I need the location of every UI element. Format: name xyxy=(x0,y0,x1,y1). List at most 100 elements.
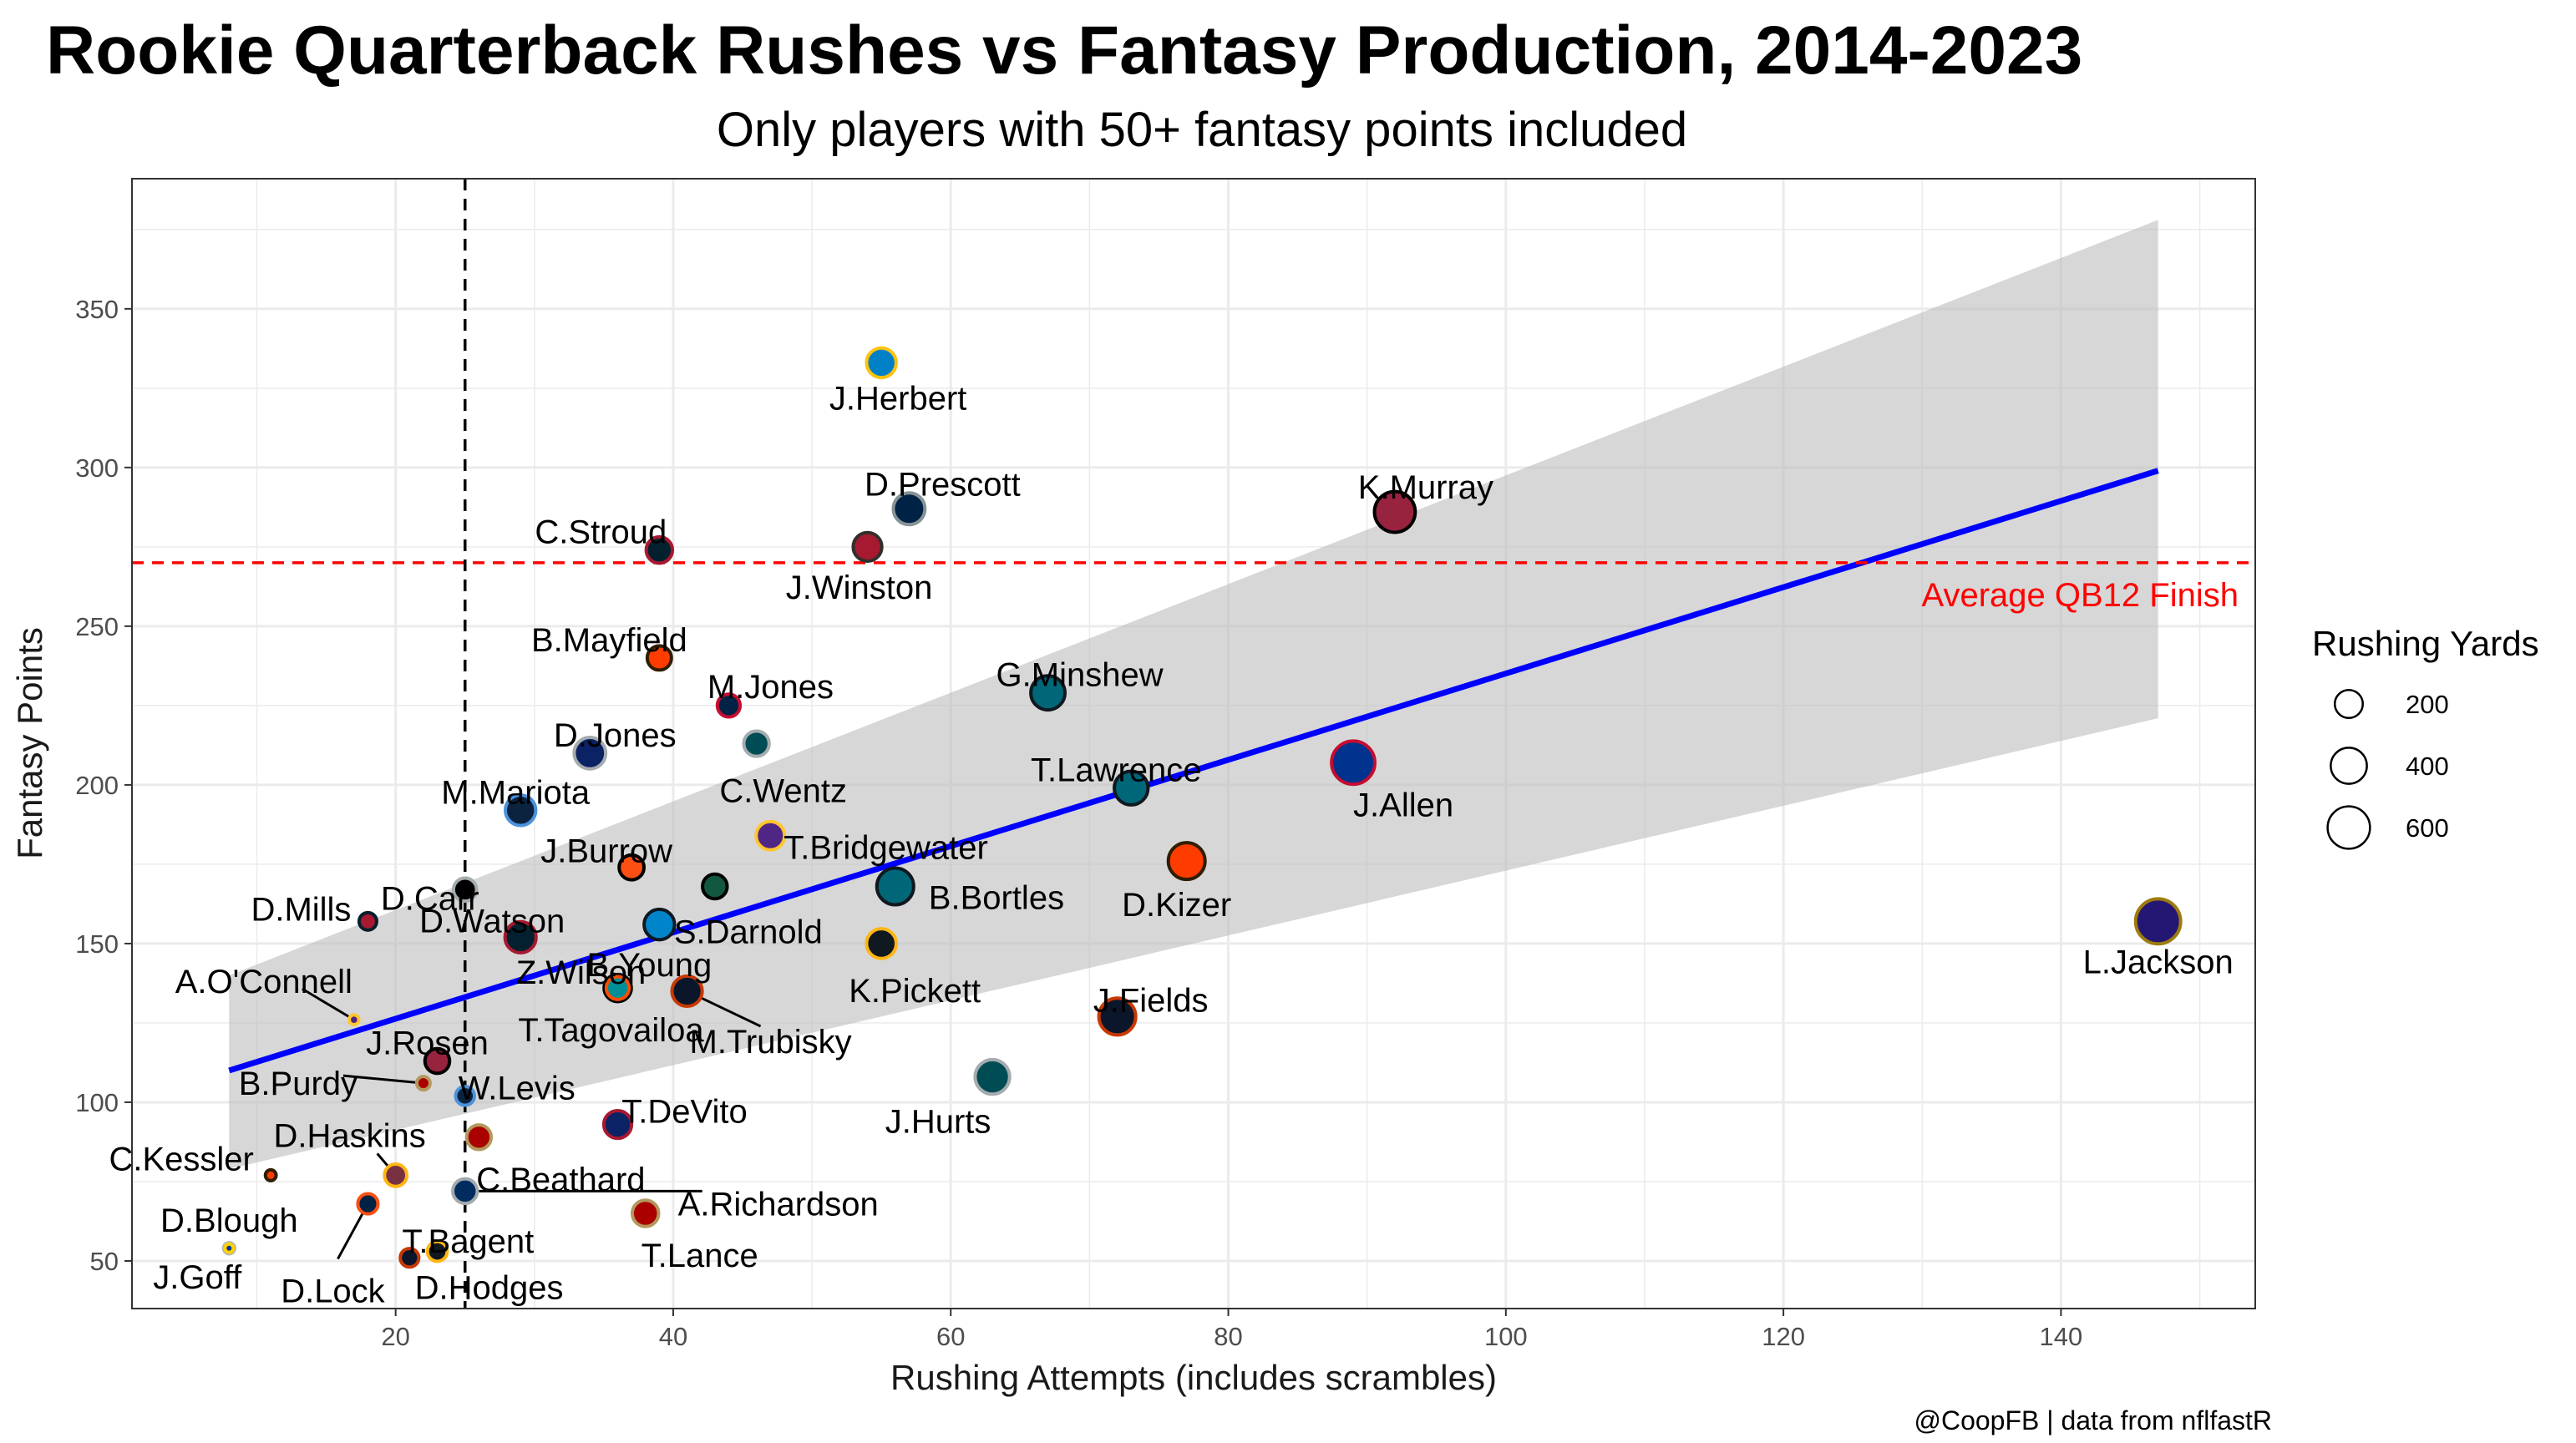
point-label: T.Bagent xyxy=(402,1223,534,1260)
x-tick-label: 140 xyxy=(2040,1322,2083,1351)
data-point xyxy=(357,910,378,932)
point-label: Z.Wilson xyxy=(516,954,647,991)
point-label: M.Mariota xyxy=(441,774,591,811)
legend-label: 600 xyxy=(2406,813,2449,843)
data-point xyxy=(504,793,538,828)
x-tick-label: 120 xyxy=(1762,1322,1805,1351)
panel-border xyxy=(131,178,2256,1309)
point-label: J.Hurts xyxy=(885,1104,991,1141)
data-point xyxy=(891,491,927,527)
x-tick-label: 60 xyxy=(936,1322,965,1351)
y-tick-label: 50 xyxy=(90,1247,119,1276)
data-point xyxy=(604,975,631,1001)
point-label: T.Bridgewater xyxy=(783,830,988,867)
point-label: D.Kizer xyxy=(1122,887,1231,924)
point-label: T.Lawrence xyxy=(1031,752,1202,789)
data-point xyxy=(383,1162,409,1188)
point-label: J.Rosen xyxy=(366,1025,489,1062)
size-legend: Rushing Yards 200 400 600 xyxy=(2312,624,2539,850)
legend-label: 200 xyxy=(2406,690,2449,719)
data-point xyxy=(670,974,704,1009)
chart-title: Rookie Quarterback Rushes vs Fantasy Pro… xyxy=(46,13,2082,89)
point-label: W.Levis xyxy=(459,1070,576,1106)
legend-key xyxy=(2333,688,2365,720)
data-point xyxy=(2133,897,2183,946)
point-label: D.Prescott xyxy=(865,466,1021,503)
reference-line-label: Average QB12 Finish xyxy=(1922,577,2239,614)
data-point xyxy=(425,1239,449,1263)
y-axis-title: Fantasy Points xyxy=(10,627,49,859)
data-point xyxy=(715,692,743,719)
y-tick-label: 150 xyxy=(75,929,119,959)
point-label: J.Allen xyxy=(1353,787,1453,823)
point-label: J.Herbert xyxy=(829,380,967,417)
legend-label: 400 xyxy=(2406,752,2449,781)
x-tick-label: 40 xyxy=(659,1322,687,1351)
point-labels: J.Herbert D.Prescott K.Murray C.Stroud J.Win… xyxy=(109,380,2233,1309)
point-label: M.Trubisky xyxy=(690,1024,852,1061)
legend-key xyxy=(2326,805,2371,850)
plot-panel: Average QB12 Finish J.Herbert D.Prescott K… xyxy=(109,178,2256,1310)
data-point xyxy=(263,1167,278,1182)
trend-line xyxy=(228,468,2159,1074)
data-point xyxy=(851,530,884,564)
data-point xyxy=(572,736,608,771)
data-point xyxy=(414,1075,432,1092)
point-label: D.Carr xyxy=(381,880,479,917)
point-label: T.Lance xyxy=(641,1238,758,1274)
point-label: D.Blough xyxy=(160,1202,298,1239)
point-label: B.Bortles xyxy=(929,880,1064,917)
data-point xyxy=(223,1242,236,1254)
legend-key xyxy=(2330,747,2368,785)
data-point xyxy=(503,919,538,954)
point-label: J.Fields xyxy=(1093,982,1209,1019)
data-point xyxy=(630,1198,661,1228)
y-tick-label: 100 xyxy=(75,1088,119,1117)
point-label: J.Goff xyxy=(153,1259,242,1296)
point-label: C.Beathard xyxy=(476,1162,645,1198)
data-point xyxy=(645,644,673,672)
data-point xyxy=(454,1085,477,1107)
data-point xyxy=(347,1013,361,1026)
x-tick-label: 100 xyxy=(1484,1322,1528,1351)
point-label: J.Winston xyxy=(786,570,933,606)
data-point xyxy=(1029,674,1067,712)
data-point xyxy=(1372,489,1417,534)
point-label: T.Tagovailoa xyxy=(518,1012,704,1049)
y-tick-label: 250 xyxy=(75,612,119,641)
data-point xyxy=(742,729,771,758)
y-tick-label: 300 xyxy=(75,453,119,483)
data-point xyxy=(865,346,898,380)
reference-lines: Average QB12 Finish xyxy=(132,179,2255,1309)
data-point xyxy=(875,866,915,907)
caption: @CoopFB | data from nflfastR xyxy=(1914,1405,2272,1435)
data-point xyxy=(423,1046,452,1076)
data-point xyxy=(644,534,675,565)
data-point xyxy=(754,819,787,852)
point-label: B.Purdy xyxy=(239,1066,357,1102)
point-label: L.Jackson xyxy=(2083,944,2234,980)
data-point xyxy=(1113,769,1150,807)
data-point xyxy=(356,1192,380,1216)
point-label: A.Richardson xyxy=(678,1186,879,1223)
data-point xyxy=(1330,739,1377,787)
point-label: K.Pickett xyxy=(849,973,981,1010)
point-label: G.Minshew xyxy=(996,657,1164,694)
point-label: D.Jones xyxy=(554,717,677,754)
x-axis-title: Rushing Attempts (includes scrambles) xyxy=(890,1358,1497,1397)
point-label: D.Lock xyxy=(281,1273,385,1310)
data-point xyxy=(398,1247,421,1269)
data-point xyxy=(451,1177,479,1206)
x-tick-label: 80 xyxy=(1214,1322,1242,1351)
point-label: B.Young xyxy=(586,947,712,984)
point-label: B.Mayfield xyxy=(531,622,687,659)
point-label: D.Haskins xyxy=(274,1117,426,1154)
data-point xyxy=(865,927,898,960)
point-label: C.Stroud xyxy=(535,514,667,551)
data-point xyxy=(617,853,647,882)
label-leader-line xyxy=(342,1074,424,1085)
data-point xyxy=(973,1057,1012,1096)
data-point xyxy=(701,872,729,901)
confidence-band xyxy=(228,220,2159,1169)
